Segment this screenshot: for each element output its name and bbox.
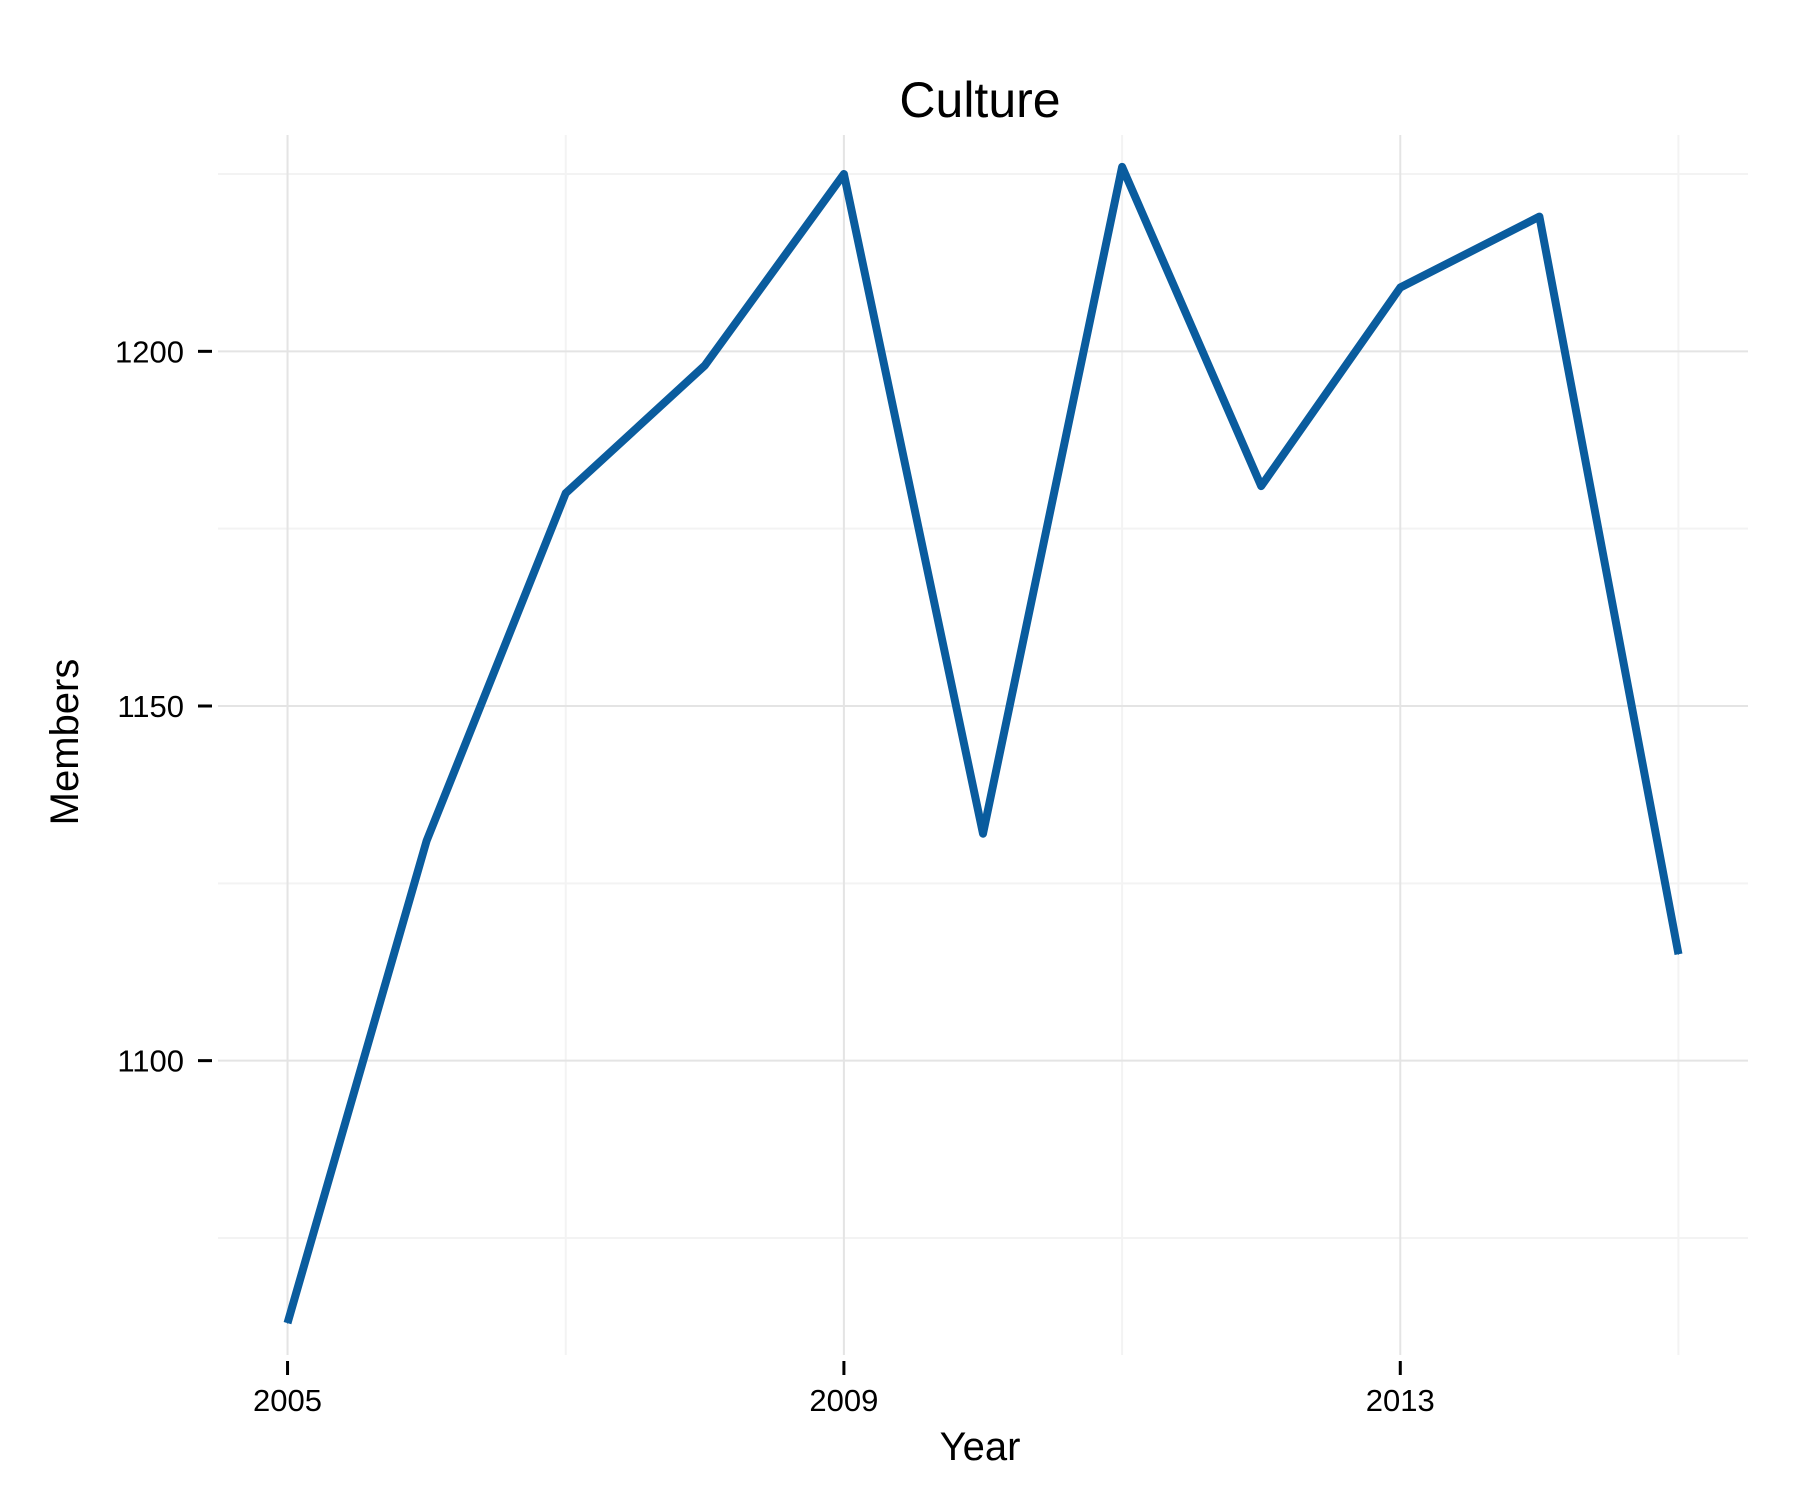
y-tick-label: 1100: [117, 1044, 184, 1079]
data-point: [704, 365, 706, 367]
x-tick-label: 2013: [1366, 1383, 1435, 1418]
data-point: [426, 840, 428, 842]
axis-layer: 1100 1150 1200 2005 2009 2013: [115, 334, 1435, 1418]
chart-title: Culture: [899, 72, 1060, 128]
grid-layer: [218, 135, 1748, 1355]
series-line: [283, 162, 1683, 1325]
series-layer: [283, 162, 1683, 1325]
data-point: [1538, 216, 1540, 218]
data-point: [982, 833, 984, 835]
data-point: [1121, 166, 1123, 168]
data-point: [287, 1322, 289, 1324]
x-tick-label: 2005: [253, 1383, 322, 1418]
data-point: [1399, 287, 1401, 288]
data-point: [843, 173, 845, 175]
data-point: [1677, 953, 1679, 955]
data-point: [1260, 485, 1262, 487]
x-axis-title: Year: [940, 1425, 1021, 1469]
y-tick-label: 1200: [115, 334, 184, 369]
x-tick-label: 2009: [809, 1383, 878, 1418]
y-tick-label: 1150: [117, 689, 184, 724]
data-point: [565, 492, 567, 494]
y-axis-title: Members: [43, 659, 87, 826]
